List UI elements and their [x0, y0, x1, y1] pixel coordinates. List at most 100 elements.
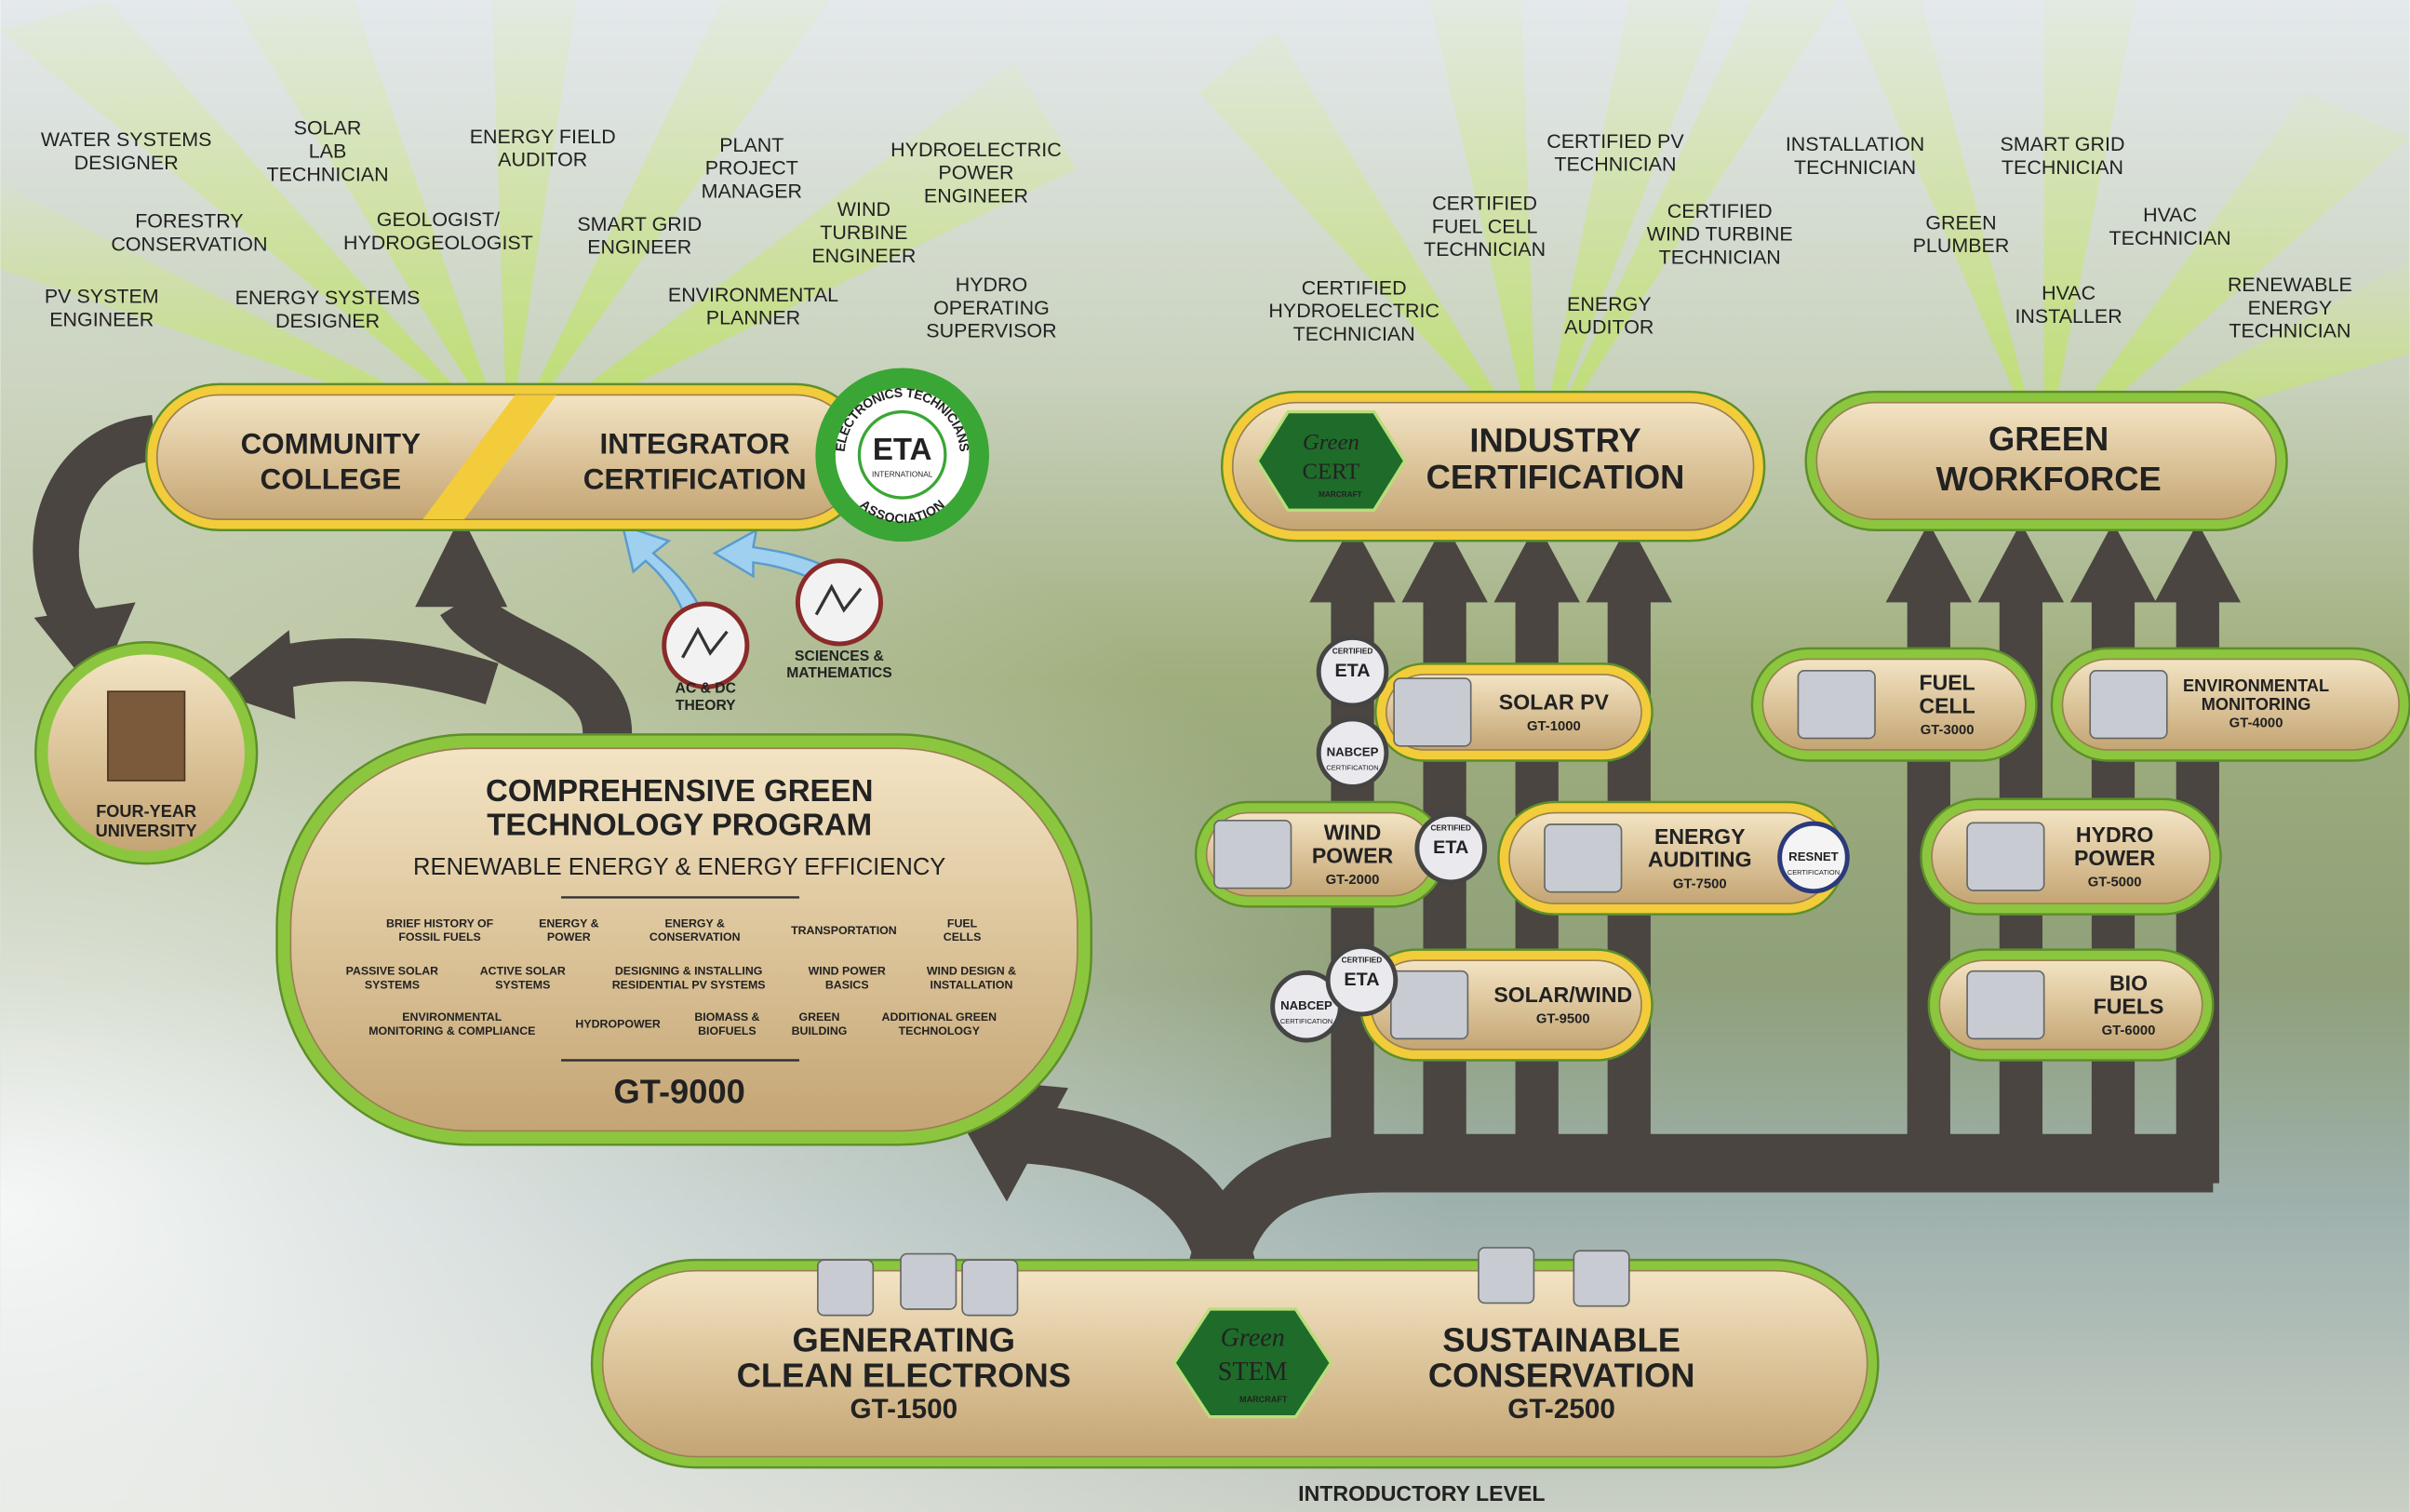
badge-center: RESNET	[1788, 850, 1839, 863]
program-topic-line: TRANSPORTATION	[791, 924, 897, 937]
career-title: INSTALLATIONTECHNICIAN	[1786, 133, 1924, 179]
career-title: CERTIFIEDWIND TURBINETECHNICIAN	[1647, 200, 1793, 269]
career-title-line: CERTIFIED	[1667, 200, 1773, 222]
intro-title-line: CLEAN ELECTRONS	[737, 1356, 1071, 1394]
integrator-title-line: INTEGRATOR	[600, 428, 790, 461]
intro-icon	[901, 1254, 956, 1309]
program-topic-line: HYDROPOWER	[575, 1018, 661, 1031]
logo-text: Green	[1221, 1323, 1285, 1352]
career-title-line: ENVIRONMENTAL	[668, 284, 838, 306]
badge-top: CERTIFIED	[1342, 956, 1383, 964]
program-topic-line: TECHNOLOGY	[899, 1024, 981, 1037]
prerequisite-label-line: SCIENCES &	[795, 649, 884, 664]
course-name: SOLAR PV	[1499, 689, 1610, 714]
course-name-line: MONITORING	[2202, 695, 2311, 714]
intro-icon	[1479, 1248, 1533, 1303]
college-title-line: COLLEGE	[261, 463, 402, 496]
intro-icon	[962, 1260, 1017, 1315]
course-name-line: FUEL	[1919, 671, 1975, 695]
level-label: INTRODUCTORY LEVEL	[1298, 1481, 1545, 1505]
program-topic-line: SYSTEMS	[365, 979, 420, 992]
course-code: GT-6000	[2102, 1024, 2156, 1038]
intro-title: SUSTAINABLECONSERVATION	[1428, 1320, 1695, 1394]
career-title-line: OPERATING	[933, 297, 1050, 319]
badge-bottom: CERTIFICATION	[1280, 1017, 1332, 1025]
career-title-line: PLUMBER	[1913, 234, 2010, 257]
career-title-line: PV SYSTEM	[45, 285, 159, 307]
program-topic-line: CONSERVATION	[649, 930, 741, 943]
program-topic-line: ACTIVE SOLAR	[480, 965, 566, 978]
course-name-line: WIND	[1324, 821, 1382, 845]
career-title-line: SMART GRID	[2001, 133, 2125, 155]
program-topic-line: RESIDENTIAL PV SYSTEMS	[612, 979, 766, 992]
course-name-line: ENVIRONMENTAL	[2183, 676, 2329, 695]
career-title: ENERGYAUDITOR	[1564, 292, 1654, 338]
career-title-line: RENEWABLE	[2228, 274, 2352, 296]
career-title: SMART GRIDTECHNICIAN	[2001, 133, 2125, 179]
program-topic-line: DESIGNING & INSTALLING	[615, 965, 763, 978]
career-title-line: PLANT	[719, 134, 783, 156]
program-topic-line: ENERGY &	[665, 917, 725, 930]
career-title-line: ENERGY FIELD	[470, 125, 616, 147]
career-title-line: TECHNICIAN	[2002, 156, 2123, 179]
program-topic-line: BIOFUELS	[698, 1024, 756, 1037]
career-title-line: AUDITOR	[498, 148, 587, 170]
university-title: FOUR-YEARUNIVERSITY	[96, 802, 197, 840]
program-topic-line: ENERGY &	[539, 917, 598, 930]
career-title-line: TECHNICIAN	[1794, 156, 1916, 179]
prerequisite-label-line: MATHEMATICS	[786, 665, 891, 681]
career-title-line: GREEN	[1925, 211, 1996, 234]
course-icon	[1214, 821, 1292, 889]
program-topic-line: BIOMASS &	[694, 1010, 759, 1024]
program-topic-line: GREEN	[798, 1010, 839, 1024]
career-title-line: HYDROGEOLOGIST	[343, 231, 533, 253]
intro-icon	[818, 1260, 873, 1315]
program-title-line: TECHNOLOGY PROGRAM	[487, 807, 872, 841]
career-title-line: HYDRO	[956, 274, 1027, 296]
course-code: GT-5000	[2088, 876, 2142, 890]
course-name-line: AUDITING	[1648, 848, 1752, 872]
program-topic-line: FUEL	[947, 917, 978, 930]
integrator-title-line: CERTIFICATION	[583, 463, 807, 496]
program-topic-line: BUILDING	[792, 1024, 848, 1037]
career-title-line: CERTIFIED PV	[1546, 129, 1684, 152]
logo-maker: MARCRAFT	[1239, 1395, 1288, 1404]
logo-text: Green	[1303, 430, 1359, 455]
program-topic-line: ADDITIONAL GREEN	[882, 1010, 997, 1024]
logo-text: STEM	[1218, 1358, 1288, 1386]
program-subtitle: RENEWABLE ENERGY & ENERGY EFFICIENCY	[413, 854, 945, 880]
intro-code: GT-2500	[1507, 1394, 1615, 1425]
program-topic-line: BASICS	[825, 979, 869, 992]
career-title-line: LAB	[309, 140, 347, 162]
career-title-line: INSTALLATION	[1786, 133, 1924, 155]
career-title-line: PLANNER	[706, 306, 800, 328]
program-topic-line: WIND POWER	[809, 965, 886, 978]
university-title-line: FOUR-YEAR	[96, 802, 196, 821]
program-topic-line: ENVIRONMENTAL	[402, 1010, 502, 1024]
course-name: SOLAR/WIND	[1493, 983, 1632, 1007]
course-code: GT-1000	[1527, 719, 1581, 734]
career-title-line: INSTALLER	[2015, 305, 2122, 328]
badge-center: ETA	[1344, 970, 1379, 990]
program-topic: WIND DESIGN &INSTALLATION	[927, 965, 1016, 992]
career-title-line: FUEL CELL	[1432, 215, 1538, 237]
badge-bottom: CERTIFICATION	[1326, 764, 1378, 772]
career-title-line: TURBINE	[820, 221, 907, 244]
course-code: GT-3000	[1921, 723, 1975, 738]
course-name: HYDROPOWER	[2074, 823, 2156, 870]
course-pill	[1921, 799, 2221, 915]
course-icon	[1798, 671, 1875, 739]
career-title-line: TECHNICIAN	[266, 163, 388, 185]
course-name-line: POWER	[1312, 844, 1394, 868]
course-name-line: HYDRO	[2076, 823, 2153, 847]
eta-sub: INTERNATIONAL	[872, 470, 933, 478]
intro-icon	[1573, 1251, 1628, 1305]
